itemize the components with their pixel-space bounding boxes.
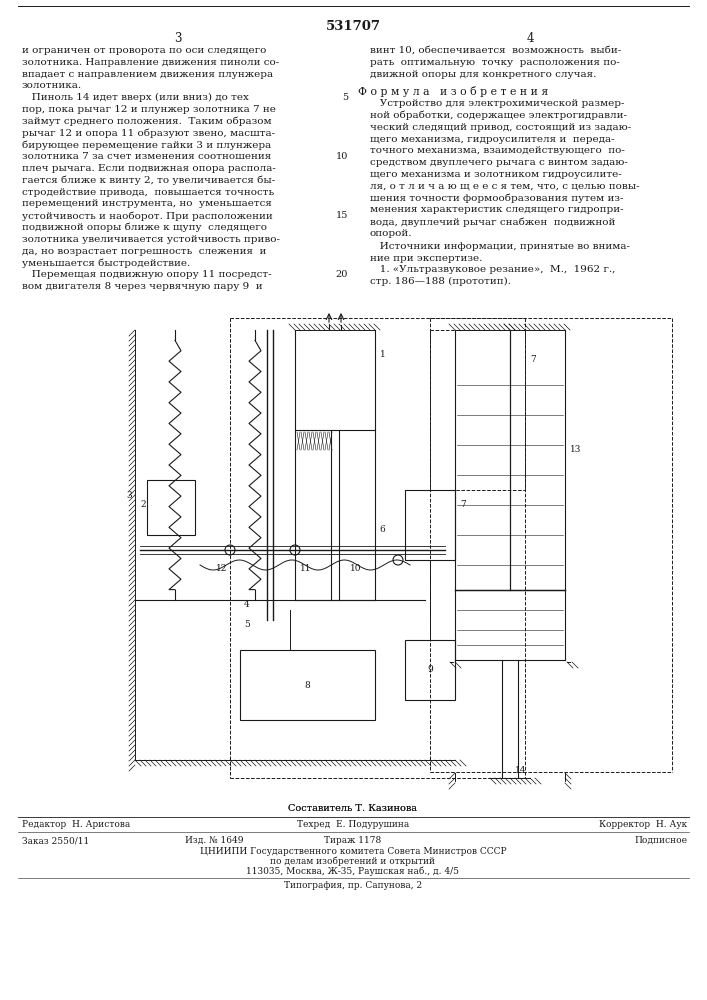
Text: да, но возрастает погрешность  слежения  и: да, но возрастает погрешность слежения и: [22, 247, 267, 256]
Bar: [405, 490, 455, 560]
Bar: [405, 640, 455, 700]
Text: Источники информации, принятые во внима-: Источники информации, принятые во внима-: [370, 242, 630, 251]
Text: 113035, Москва, Ж-35, Раушская наб., д. 4/5: 113035, Москва, Ж-35, Раушская наб., д. …: [247, 867, 460, 876]
Text: займут среднего положения.  Таким образом: займут среднего положения. Таким образом: [22, 117, 271, 126]
Text: вом двигателя 8 через червячную пару 9  и: вом двигателя 8 через червячную пару 9 и: [22, 282, 262, 291]
Text: рычаг 12 и опора 11 образуют звено, масшта-: рычаг 12 и опора 11 образуют звено, масш…: [22, 129, 275, 138]
Text: подвижной опоры ближе к щупу  следящего: подвижной опоры ближе к щупу следящего: [22, 223, 267, 232]
Text: уменьшается быстродействие.: уменьшается быстродействие.: [22, 258, 190, 268]
Text: ной обработки, содержащее электрогидравли-: ной обработки, содержащее электрогидравл…: [370, 111, 627, 120]
Text: Редактор  Н. Аристова: Редактор Н. Аристова: [22, 820, 130, 829]
Text: щего механизма, гидроусилителя и  переда-: щего механизма, гидроусилителя и переда-: [370, 135, 614, 144]
Text: опорой.: опорой.: [370, 229, 412, 238]
Text: рать  оптимальную  точку  расположения по-: рать оптимальную точку расположения по-: [370, 58, 620, 67]
Text: движной опоры для конкретного случая.: движной опоры для конкретного случая.: [370, 70, 597, 79]
Text: и ограничен от проворота по оси следящего: и ограничен от проворота по оси следящег…: [22, 46, 267, 55]
Text: ческий следящий привод, состоящий из задаю-: ческий следящий привод, состоящий из зад…: [370, 123, 631, 132]
Text: 5: 5: [244, 620, 250, 629]
Text: перемещений инструмента, но  уменьшается: перемещений инструмента, но уменьшается: [22, 199, 272, 208]
Text: 5: 5: [342, 93, 348, 102]
Text: Тираж 1178: Тираж 1178: [325, 836, 382, 845]
Text: 3: 3: [127, 490, 132, 499]
Text: Корректор  Н. Аук: Корректор Н. Аук: [599, 820, 687, 829]
Text: 7: 7: [530, 355, 536, 364]
Text: Подписное: Подписное: [634, 836, 687, 845]
Text: Типография, пр. Сапунова, 2: Типография, пр. Сапунова, 2: [284, 881, 422, 890]
Text: впадает с направлением движения плунжера: впадает с направлением движения плунжера: [22, 70, 273, 79]
Text: золотника увеличивается устойчивость приво-: золотника увеличивается устойчивость при…: [22, 235, 280, 244]
Text: 12: 12: [216, 564, 228, 573]
Text: Ф о р м у л а   и з о б р е т е н и я: Ф о р м у л а и з о б р е т е н и я: [358, 86, 548, 97]
Text: устойчивость и наоборот. При расположении: устойчивость и наоборот. При расположени…: [22, 211, 273, 221]
Text: Заказ 2550/11: Заказ 2550/11: [22, 836, 89, 845]
Text: 3: 3: [174, 32, 182, 45]
Text: стродействие привода,  повышается точность: стродействие привода, повышается точност…: [22, 188, 274, 197]
Text: 20: 20: [336, 270, 348, 279]
Text: 10: 10: [350, 564, 361, 573]
Circle shape: [290, 545, 300, 555]
Text: 4: 4: [244, 600, 250, 609]
Text: плеч рычага. Если подвижная опора распола-: плеч рычага. Если подвижная опора распол…: [22, 164, 276, 173]
Text: ЦНИИПИ Государственного комитета Совета Министров СССР: ЦНИИПИ Государственного комитета Совета …: [199, 847, 506, 856]
Text: ля, о т л и ч а ю щ е е с я тем, что, с целью повы-: ля, о т л и ч а ю щ е е с я тем, что, с …: [370, 182, 640, 191]
Text: вода, двуплечий рычаг снабжен  подвижной: вода, двуплечий рычаг снабжен подвижной: [370, 217, 615, 227]
Text: точного механизма, взаимодействующего  по-: точного механизма, взаимодействующего по…: [370, 146, 625, 155]
Text: шения точности формообразования путем из-: шения точности формообразования путем из…: [370, 194, 624, 203]
Text: 9: 9: [427, 666, 433, 674]
Text: 7: 7: [460, 500, 466, 509]
Text: Изд. № 1649: Изд. № 1649: [185, 836, 243, 845]
Text: 1: 1: [380, 350, 386, 359]
Text: Техред  Е. Подурушина: Техред Е. Подурушина: [297, 820, 409, 829]
Circle shape: [225, 545, 235, 555]
Text: 10: 10: [336, 152, 348, 161]
Bar: [240, 650, 375, 720]
Text: 11: 11: [300, 564, 312, 573]
Text: пор, пока рычаг 12 и плунжер золотника 7 не: пор, пока рычаг 12 и плунжер золотника 7…: [22, 105, 276, 114]
Text: Пиноль 14 идет вверх (или вниз) до тех: Пиноль 14 идет вверх (или вниз) до тех: [22, 93, 249, 102]
Text: 14: 14: [515, 766, 527, 775]
Text: 8: 8: [305, 680, 310, 690]
Text: 1. «Ультразвуковое резание»,  М.,  1962 г.,: 1. «Ультразвуковое резание», М., 1962 г.…: [370, 265, 615, 274]
Text: золотника.: золотника.: [22, 81, 82, 90]
Text: Устройство для электрохимической размер-: Устройство для электрохимической размер-: [370, 99, 624, 108]
Circle shape: [393, 555, 403, 565]
Bar: [147, 480, 195, 535]
Text: по делам изобретений и открытий: по делам изобретений и открытий: [271, 857, 436, 866]
Text: золотника. Направление движения пиноли со-: золотника. Направление движения пиноли с…: [22, 58, 279, 67]
Text: 6: 6: [379, 526, 385, 534]
Text: 531707: 531707: [325, 20, 380, 33]
Text: 13: 13: [570, 446, 581, 454]
Text: Перемещая подвижную опору 11 посредст-: Перемещая подвижную опору 11 посредст-: [22, 270, 271, 279]
Text: щего механизма и золотником гидроусилите-: щего механизма и золотником гидроусилите…: [370, 170, 621, 179]
Text: гается ближе к винту 2, то увеличивается бы-: гается ближе к винту 2, то увеличивается…: [22, 176, 275, 185]
Text: Составитель Т. Казинова: Составитель Т. Казинова: [288, 804, 418, 813]
Text: 2: 2: [140, 500, 146, 509]
Text: менения характеристик следящего гидропри-: менения характеристик следящего гидропри…: [370, 205, 624, 214]
Text: бирующее перемещение гайки 3 и плунжера: бирующее перемещение гайки 3 и плунжера: [22, 140, 271, 150]
Text: винт 10, обеспечивается  возможность  выби-: винт 10, обеспечивается возможность выби…: [370, 46, 621, 55]
Text: 4: 4: [526, 32, 534, 45]
Text: Составитель Т. Казинова: Составитель Т. Казинова: [288, 804, 418, 813]
Text: средством двуплечего рычага с винтом задаю-: средством двуплечего рычага с винтом зад…: [370, 158, 628, 167]
Text: стр. 186—188 (прототип).: стр. 186—188 (прототип).: [370, 277, 511, 286]
Text: золотника 7 за счет изменения соотношения: золотника 7 за счет изменения соотношени…: [22, 152, 271, 161]
Text: ние при экспертизе.: ние при экспертизе.: [370, 254, 482, 263]
Text: 15: 15: [336, 211, 348, 220]
